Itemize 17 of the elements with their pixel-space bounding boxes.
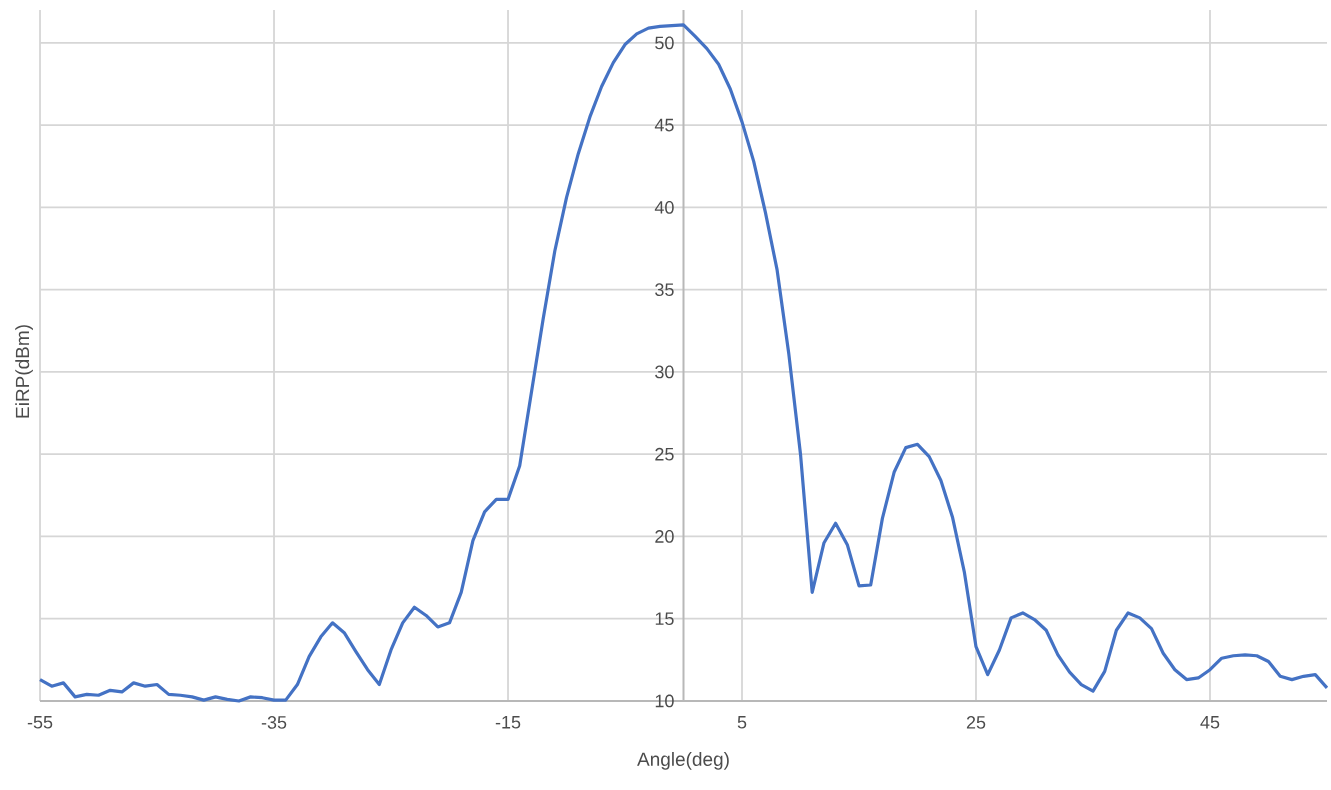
y-tick-label: 45 bbox=[654, 118, 674, 132]
x-tick-label: 45 bbox=[1200, 716, 1220, 729]
y-tick-label: 25 bbox=[655, 447, 674, 461]
y-tick-label: 20 bbox=[655, 530, 674, 543]
x-tick-label: 25 bbox=[966, 716, 986, 729]
y-tick-label: 15 bbox=[655, 612, 674, 626]
x-tick-label: -35 bbox=[261, 716, 287, 729]
y-tick-label: 30 bbox=[655, 365, 674, 379]
y-tick-label: 40 bbox=[654, 201, 674, 214]
y-axis-title: EiRP(dBm) bbox=[15, 325, 33, 418]
x-tick-label: -15 bbox=[495, 716, 521, 729]
x-tick-label: 5 bbox=[737, 716, 747, 729]
x-axis-title: Angle(deg) bbox=[637, 752, 729, 770]
y-tick-label: 50 bbox=[655, 36, 674, 50]
y-tick-label: 35 bbox=[655, 283, 674, 297]
y-tick-label: 10 bbox=[655, 694, 674, 708]
x-tick-label: -55 bbox=[27, 716, 53, 729]
